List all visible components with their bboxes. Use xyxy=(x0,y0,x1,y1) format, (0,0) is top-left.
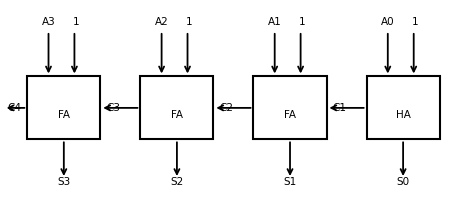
Text: C3: C3 xyxy=(107,103,120,113)
FancyBboxPatch shape xyxy=(140,76,213,139)
Text: A2: A2 xyxy=(155,17,168,27)
Text: A3: A3 xyxy=(42,17,55,27)
Text: 1: 1 xyxy=(299,17,305,27)
Text: C1: C1 xyxy=(333,103,346,113)
Text: FA: FA xyxy=(58,110,70,120)
Text: 1: 1 xyxy=(73,17,79,27)
Text: A1: A1 xyxy=(268,17,282,27)
Text: HA: HA xyxy=(396,110,410,120)
Text: S1: S1 xyxy=(283,177,297,187)
Text: S2: S2 xyxy=(170,177,183,187)
Text: C4: C4 xyxy=(8,103,21,113)
FancyBboxPatch shape xyxy=(27,76,100,139)
FancyBboxPatch shape xyxy=(254,76,327,139)
Text: FA: FA xyxy=(171,110,183,120)
Text: 1: 1 xyxy=(412,17,419,27)
FancyBboxPatch shape xyxy=(366,76,439,139)
Text: C2: C2 xyxy=(219,103,234,113)
Text: S0: S0 xyxy=(397,177,410,187)
Text: FA: FA xyxy=(284,110,296,120)
Text: A0: A0 xyxy=(381,17,394,27)
Text: S3: S3 xyxy=(57,177,71,187)
Text: 1: 1 xyxy=(186,17,192,27)
